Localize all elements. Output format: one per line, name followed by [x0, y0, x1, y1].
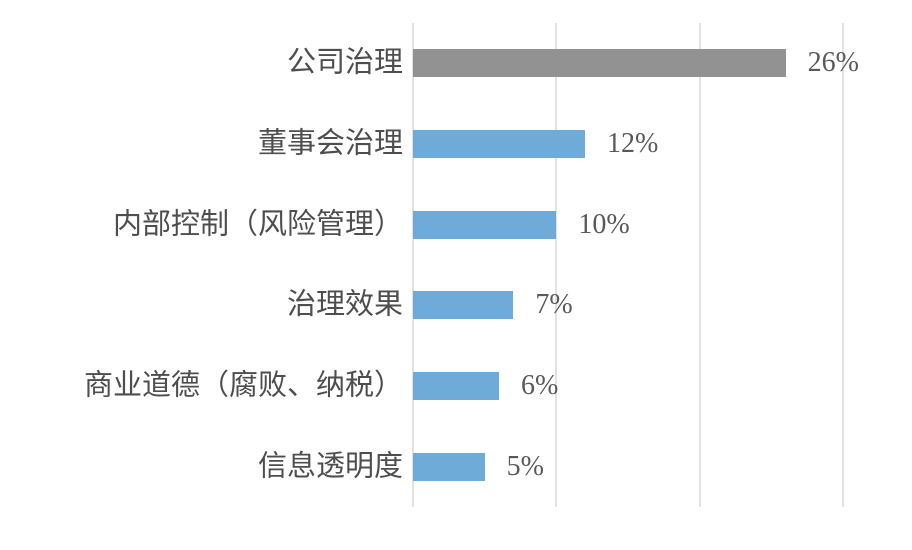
- gridline: [412, 23, 414, 507]
- value-label: 26%: [807, 47, 859, 79]
- bar: [413, 49, 786, 78]
- value-label: 6%: [521, 369, 559, 401]
- bar-row: 治理效果 7%: [0, 265, 912, 346]
- value-label: 10%: [578, 208, 630, 240]
- gridline: [698, 23, 701, 507]
- bar: [413, 371, 499, 400]
- bar-row: 董事会治理 12%: [0, 104, 912, 185]
- value-label: 5%: [506, 450, 544, 482]
- gridline: [555, 23, 558, 507]
- bar-row: 内部控制（风险管理） 10%: [0, 184, 912, 265]
- category-label: 商业道德（腐败、纳税）: [83, 369, 403, 402]
- bar: [413, 291, 514, 320]
- bar: [413, 210, 557, 239]
- category-label: 内部控制（风险管理）: [112, 208, 403, 241]
- category-label: 董事会治理: [257, 127, 403, 160]
- value-label: 7%: [535, 289, 573, 321]
- category-label: 治理效果: [286, 288, 403, 321]
- bar: [413, 452, 485, 481]
- bar: [413, 129, 585, 158]
- bar-row: 商业道德（腐败、纳税） 6%: [0, 346, 912, 427]
- gridline: [842, 23, 844, 507]
- value-label: 12%: [607, 127, 659, 159]
- bar-row: 公司治理 26%: [0, 23, 912, 104]
- category-label: 信息透明度: [257, 450, 403, 483]
- category-label: 公司治理: [286, 46, 403, 79]
- bar-row: 信息透明度 5%: [0, 426, 912, 507]
